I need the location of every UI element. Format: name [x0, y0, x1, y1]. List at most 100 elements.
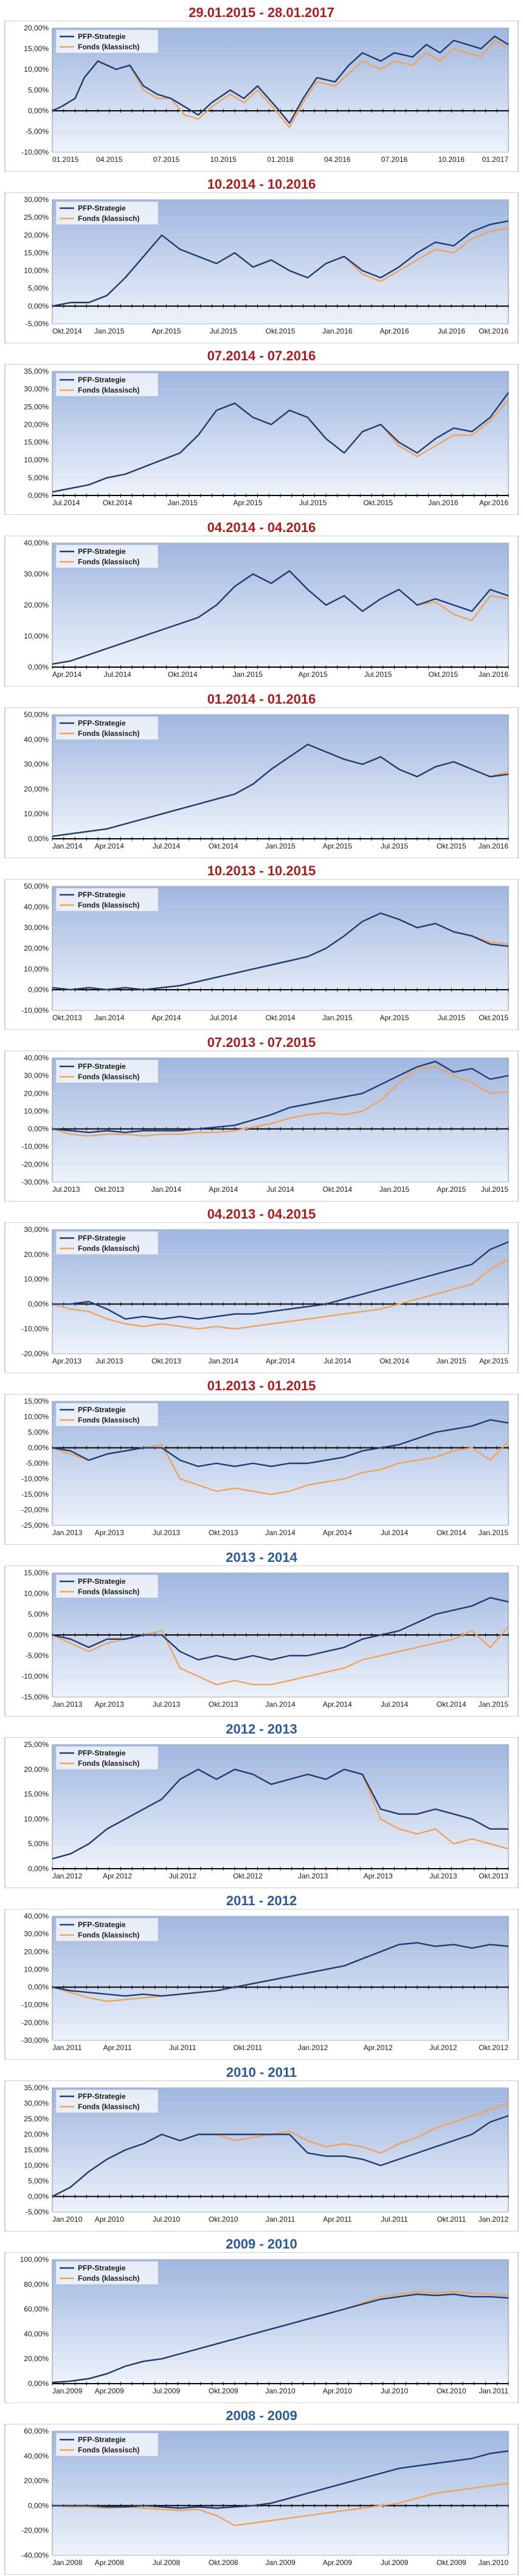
legend-box [55, 716, 159, 740]
chart-title: 2013 - 2014 [226, 1550, 297, 1565]
y-tick-label: 0,00% [28, 1983, 49, 1992]
chart-title: 2008 - 2009 [226, 2408, 297, 2423]
y-tick-label: 0,00% [28, 835, 49, 843]
y-tick-label: 10,00% [24, 267, 49, 275]
chart-block: 01.2013 - 01.2015 15,00% 10,00% 5,00% 0,00% -… [0, 1378, 523, 1545]
y-tick-label: -30,00% [21, 2036, 49, 2045]
x-tick-label: 01.2015 [52, 155, 79, 164]
y-tick-label: 20,00% [24, 785, 49, 793]
series-line-strategy [52, 392, 509, 493]
y-tick-label: 40,00% [24, 2452, 49, 2460]
y-tick-label: 30,00% [24, 923, 49, 932]
chart-title: 07.2014 - 07.2016 [207, 348, 316, 363]
y-tick-label: -10,00% [21, 1325, 49, 1333]
chart-block: 2010 - 2011 35,00% 30,00% 25,00% 20,00% 15,00… [0, 2065, 523, 2231]
chart-block: 2012 - 2013 25,00% 20,00% 15,00% 10,00% 5,00%… [0, 1721, 523, 1888]
legend-label-strategy: PFP-Strategie [78, 204, 126, 212]
y-tick-label: 0,00% [28, 985, 49, 994]
chart-block: 04.2013 - 04.2015 30,00% 20,00% 10,00% 0,00%… [0, 1206, 523, 1373]
x-tick-label: Jan.2013 [52, 1700, 83, 1709]
x-tick-label: Jan.2016 [479, 842, 509, 850]
series-line-strategy [52, 1060, 509, 1133]
x-tick-label: Jan.2015 [479, 1700, 509, 1709]
legend-box [55, 1402, 159, 1427]
x-tick-label: Apr.2012 [103, 1872, 132, 1880]
chart-title: 04.2014 - 04.2016 [207, 520, 316, 535]
legend-box [55, 201, 159, 225]
legend-label-fund: Fonds (klassisch) [78, 2102, 139, 2111]
x-tick-label: Apr.2008 [95, 2558, 124, 2567]
x-tick-label: Okt.2014 [379, 1357, 409, 1365]
x-tick-label: Apr.2015 [233, 499, 262, 507]
x-tick-label: Apr.2014 [266, 1357, 295, 1365]
legend-label-strategy: PFP-Strategie [78, 376, 126, 384]
y-tick-label: 10,00% [24, 1589, 49, 1598]
x-tick-label: Apr.2015 [299, 670, 328, 679]
x-tick-label: Jul.2011 [381, 2215, 408, 2224]
x-tick-label: Jan.2015 [233, 670, 263, 679]
y-tick-label: 30,00% [24, 570, 49, 578]
x-tick-label: Okt.2014 [209, 842, 238, 850]
x-tick-label: Jul.2014 [324, 1357, 352, 1365]
x-tick-label: Apr.2015 [379, 1013, 409, 1022]
x-tick-label: Jul.2014 [52, 499, 80, 507]
x-tick-label: Jan.2009 [265, 2558, 296, 2567]
legend-label-strategy: PFP-Strategie [78, 1749, 126, 1757]
legend-box [55, 1059, 159, 1083]
x-tick-label: Jan.2012 [298, 2043, 328, 2052]
x-tick-label: Jul.2015 [364, 670, 392, 679]
y-tick-label: 25,00% [24, 1740, 49, 1749]
y-tick-label: 20,00% [24, 420, 49, 429]
x-tick-label: Apr.2014 [151, 1013, 181, 1022]
legend-label-fund: Fonds (klassisch) [78, 1244, 139, 1253]
x-tick-label: Apr.2010 [323, 2387, 352, 2395]
y-tick-label: 100,00% [20, 2255, 49, 2264]
y-tick-label: -25,00% [21, 1521, 49, 1530]
line-chart: 35,00% 30,00% 25,00% 20,00% 15,00% 10,00% 5,00… [4, 2081, 519, 2231]
x-tick-label: Okt.2012 [479, 2043, 508, 2052]
series-line-strategy [52, 1942, 509, 1997]
y-tick-label: 0,00% [28, 1864, 49, 1873]
chart-title: 10.2013 - 10.2015 [207, 863, 316, 878]
y-tick-label: 5,00% [28, 284, 49, 293]
y-tick-label: 25,00% [24, 213, 49, 222]
x-tick-label: Okt.2012 [233, 1872, 263, 1880]
line-chart: 15,00% 10,00% 5,00% 0,00% -5,00% -10,00% -15,0… [4, 1566, 519, 1717]
series-line-strategy [52, 743, 509, 838]
legend-box [55, 2261, 159, 2285]
line-chart: 40,00% 30,00% 20,00% 10,00% 0,00%Apr.2014 Jul… [4, 536, 519, 687]
y-tick-label: 35,00% [24, 367, 49, 376]
x-tick-label: Okt.2014 [322, 1185, 352, 1194]
x-tick-label: Jan.2014 [52, 842, 83, 850]
y-tick-label: -10,00% [21, 1672, 49, 1681]
x-tick-label: Apr.2016 [379, 327, 409, 335]
line-chart: 25,00%20,00%15,00%10,00%5,00%0,00%Jan.20… [4, 1737, 519, 1888]
y-tick-label: 35,00% [24, 2084, 49, 2092]
x-tick-label: Jul.2015 [381, 842, 409, 850]
legend-box [55, 2432, 159, 2457]
y-tick-label: 5,00% [28, 1839, 49, 1848]
x-tick-label: 01.2016 [267, 155, 294, 164]
y-tick-label: 5,00% [28, 1610, 49, 1619]
y-tick-label: 20,00% [24, 1089, 49, 1097]
y-tick-label: -5,00% [26, 127, 49, 136]
y-tick-label: -10,00% [21, 2001, 49, 2009]
chart-title: 2009 - 2010 [226, 2236, 297, 2252]
y-tick-label: 40,00% [24, 1912, 49, 1920]
x-tick-label: Apr.2016 [479, 499, 508, 507]
chart-block: 2009 - 2010 100,00% 80,00% 60,00% 40,00% 20,0… [0, 2236, 523, 2403]
chart-title: 2011 - 2012 [226, 1893, 297, 1908]
y-tick-label: 50,00% [24, 710, 49, 719]
legend-label-fund: Fonds (klassisch) [78, 558, 139, 566]
x-tick-label: Jul.2010 [153, 2215, 181, 2224]
y-tick-label: 20,00% [24, 24, 49, 32]
x-tick-label: Apr.2010 [95, 2215, 124, 2224]
x-tick-label: 04.2016 [324, 155, 351, 164]
y-tick-label: -20,00% [21, 1349, 49, 1358]
y-tick-label: -40,00% [21, 2551, 49, 2560]
